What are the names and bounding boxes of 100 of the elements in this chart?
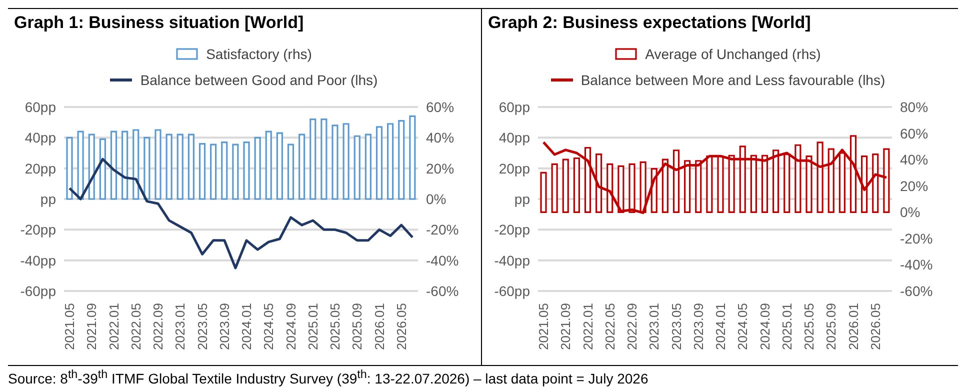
x-tick-label: 2025.09 <box>350 303 365 350</box>
legend-label: Balance between More and Less favourable (lhs) <box>580 71 886 90</box>
y-tick-label: 40pp <box>498 130 530 146</box>
y2-tick-label: 60% <box>426 98 454 115</box>
y-tick-label: -20pp <box>494 222 530 238</box>
y2-tick-label: -60% <box>426 282 459 299</box>
bar <box>265 130 272 200</box>
x-tick-label: 2025.01 <box>779 303 794 350</box>
x-tick-label: 2021.09 <box>84 303 100 350</box>
x-tick-label: 2024.09 <box>757 303 772 350</box>
line-series <box>68 158 414 270</box>
x-tick-label: 2026.05 <box>868 303 883 350</box>
y2-tick-label: 80% <box>900 98 928 115</box>
y2-tick-label: -20% <box>900 230 933 246</box>
bar <box>310 118 316 200</box>
x-tick-label: 2022.05 <box>602 303 618 350</box>
bar <box>154 129 162 200</box>
y2-tick-label: 0% <box>426 190 446 207</box>
source-note: Source: 8$^{th}$-39$^{th}$ ITMF Global Textile Industry Survey (39$^{th}$: 13-22.07.2026) – last data point = July 2026 <box>8 367 650 387</box>
y-tick-label: -40pp <box>20 252 56 268</box>
x-tick-label: 2025.09 <box>824 303 839 350</box>
y2-tick-label: -20% <box>426 222 459 238</box>
y-tick-label: pp <box>514 190 530 207</box>
y2-tick-label: 40% <box>900 152 928 168</box>
y-tick-label: -20pp <box>20 222 56 238</box>
bar <box>254 136 261 200</box>
x-tick-label: 2022.09 <box>150 303 166 350</box>
y-tick-label: 60pp <box>24 98 56 115</box>
x-tick-label: 2025.05 <box>328 303 343 350</box>
bar <box>387 123 394 200</box>
y-tick-label: 60pp <box>498 98 530 115</box>
bar <box>276 132 283 200</box>
bar <box>144 136 150 200</box>
bar <box>364 134 372 200</box>
bar <box>122 130 128 200</box>
bar <box>188 134 194 200</box>
y2-tick-label: -40% <box>426 252 459 268</box>
bar <box>66 136 73 200</box>
y2-tick-label: 20% <box>426 160 454 176</box>
x-tick-label: 2026.01 <box>372 303 387 350</box>
bar <box>166 134 172 200</box>
legend-label: Balance between Good and Poor (lhs) <box>140 71 378 90</box>
bar <box>243 141 250 200</box>
bar <box>354 135 360 200</box>
bar <box>409 115 416 200</box>
bar <box>342 123 350 200</box>
x-tick-label: 2022.09 <box>624 303 640 350</box>
x-tick-label: 2023.05 <box>194 303 210 350</box>
legend-label: Satisfactory (rhs) <box>206 45 312 64</box>
bar <box>298 134 306 200</box>
y-tick-label: 20pp <box>24 160 56 176</box>
y2-tick-label: 40% <box>426 130 454 146</box>
y2-tick-label: -60% <box>900 282 933 299</box>
y-tick-label: 20pp <box>498 160 530 176</box>
bar <box>221 141 228 200</box>
chart-title: Graph 1: Business situation [World] <box>13 12 305 34</box>
x-tick-label: 2022.01 <box>106 303 122 350</box>
bar <box>88 134 95 200</box>
bar <box>551 163 558 213</box>
y2-tick-label: -40% <box>900 256 933 273</box>
x-tick-label: 2026.01 <box>846 303 861 350</box>
x-tick-label: 2021.05 <box>62 303 78 350</box>
x-tick-label: 2023.09 <box>690 303 706 350</box>
x-tick-label: 2024.01 <box>239 303 254 350</box>
y2-tick-label: 60% <box>900 125 928 142</box>
y-tick-label: pp <box>40 190 56 207</box>
bar <box>562 158 569 213</box>
x-tick-label: 2021.05 <box>536 303 552 350</box>
x-tick-label: 2023.01 <box>172 303 188 350</box>
x-tick-label: 2023.01 <box>646 303 662 350</box>
bar <box>210 144 217 200</box>
x-tick-label: 2025.05 <box>802 303 817 350</box>
x-tick-label: 2021.09 <box>558 303 574 350</box>
bar <box>77 130 84 200</box>
y2-tick-label: 20% <box>900 178 928 194</box>
bar <box>398 120 405 200</box>
x-tick-label: 2024.01 <box>713 303 728 350</box>
y-tick-label: 40pp <box>24 130 56 146</box>
y-tick-label: -40pp <box>494 252 530 268</box>
x-tick-label: 2024.09 <box>283 303 298 350</box>
y2-tick-label: 0% <box>900 204 920 220</box>
bar <box>376 126 383 200</box>
bar <box>232 144 239 200</box>
bar <box>320 118 328 200</box>
x-tick-label: 2025.01 <box>305 303 320 350</box>
bar <box>198 143 206 200</box>
y-tick-label: -60pp <box>494 282 530 299</box>
x-tick-label: 2022.01 <box>580 303 596 350</box>
x-tick-label: 2022.05 <box>128 303 144 350</box>
bar <box>287 144 294 200</box>
chart-title: Graph 2: Business expectations [World] <box>487 12 812 34</box>
bar <box>132 129 140 200</box>
y-tick-label: -60pp <box>20 282 56 299</box>
x-tick-label: 2024.05 <box>735 303 750 350</box>
bar <box>110 130 118 200</box>
legend-label: Average of Unchanged (rhs) <box>645 45 821 64</box>
x-tick-label: 2023.09 <box>216 303 232 350</box>
bar <box>99 138 106 200</box>
x-tick-label: 2023.05 <box>668 303 684 350</box>
bar <box>540 172 547 213</box>
